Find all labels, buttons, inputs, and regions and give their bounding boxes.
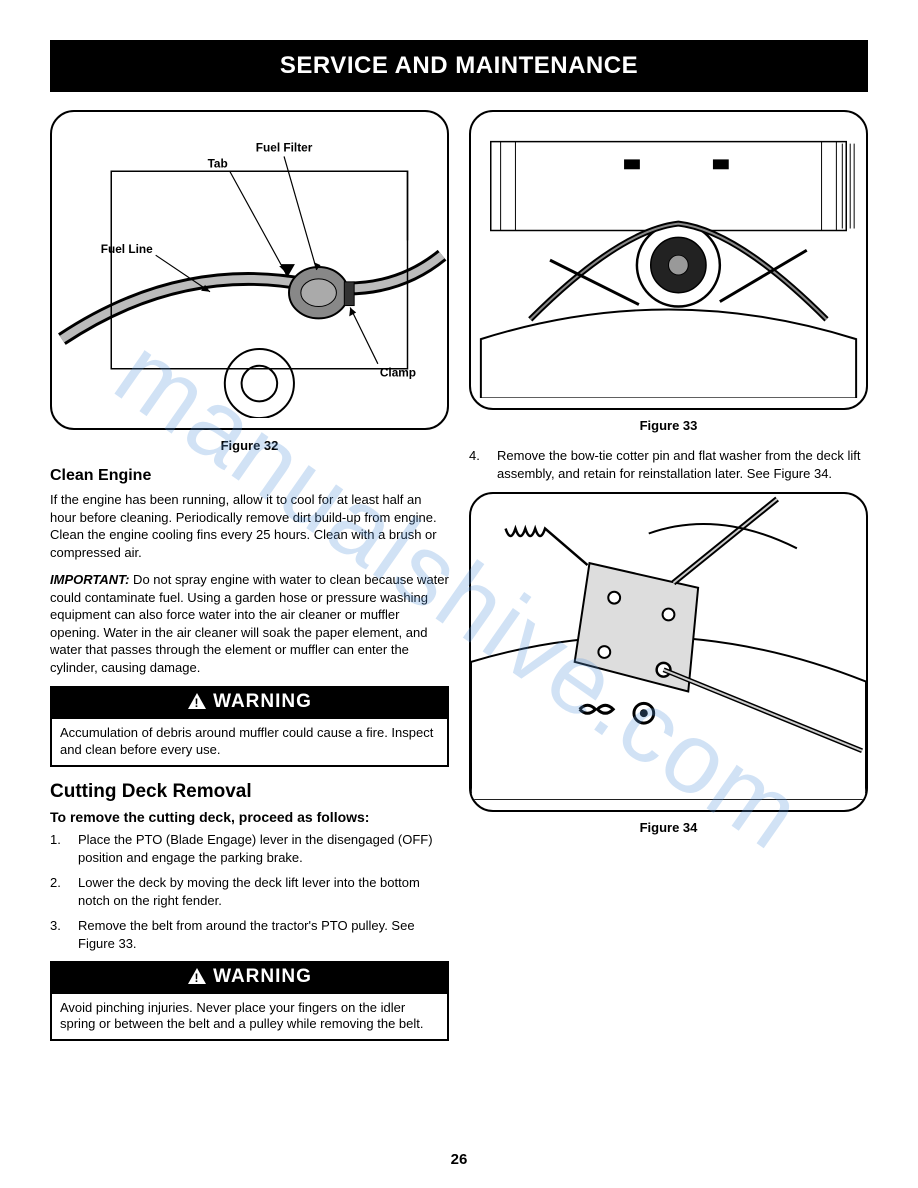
step-item: Place the PTO (Blade Engage) lever in th… (50, 831, 449, 866)
clean-engine-p1: If the engine has been running, allow it… (50, 491, 449, 561)
cutting-deck-heading: Cutting Deck Removal (50, 781, 449, 803)
warning-1-label: WARNING (213, 691, 312, 712)
label-fuel-filter: Fuel Filter (256, 141, 313, 155)
step-item: Lower the deck by moving the deck lift l… (50, 874, 449, 909)
warning-box-2: ! WARNING Avoid pinching injuries. Never… (50, 961, 449, 1042)
warning-triangle-icon: ! (187, 967, 207, 991)
warning-2-body: Avoid pinching injuries. Never place you… (52, 994, 447, 1040)
clean-engine-heading: Clean Engine (50, 467, 449, 485)
section-banner: SERVICE AND MAINTENANCE (50, 40, 868, 92)
cutting-deck-subheading: To remove the cutting deck, proceed as f… (50, 809, 449, 825)
warning-2-label: WARNING (213, 966, 312, 987)
right-column: Figure 33 4. Remove the bow-tie cotter p… (469, 110, 868, 1055)
svg-text:!: ! (195, 696, 200, 710)
step-item: Remove the belt from around the tractor'… (50, 917, 449, 952)
important-lead: IMPORTANT: (50, 572, 129, 587)
step-4-text: Remove the bow-tie cotter pin and flat w… (497, 447, 868, 482)
warning-1-body: Accumulation of debris around muffler co… (52, 719, 447, 765)
left-column: Fuel Filter Tab Fuel Line Clamp Figure 3… (50, 110, 449, 1055)
warning-triangle-icon: ! (187, 692, 207, 716)
figure-33-caption: Figure 33 (469, 418, 868, 433)
warning-1-head: ! WARNING (52, 688, 447, 719)
important-rest: Do not spray engine with water to clean … (50, 572, 449, 675)
figure-33 (469, 110, 868, 410)
warning-box-1: ! WARNING Accumulation of debris around … (50, 686, 449, 767)
warning-2-head: ! WARNING (52, 963, 447, 994)
figure-34-caption: Figure 34 (469, 820, 868, 835)
label-clamp: Clamp (380, 366, 416, 380)
label-tab: Tab (208, 156, 228, 170)
figure-32: Fuel Filter Tab Fuel Line Clamp (50, 110, 449, 430)
step-4: 4. Remove the bow-tie cotter pin and fla… (469, 447, 868, 482)
label-fuel-line: Fuel Line (101, 242, 153, 256)
figure-34 (469, 492, 868, 812)
steps-list: Place the PTO (Blade Engage) lever in th… (50, 831, 449, 952)
step-4-number: 4. (469, 447, 497, 482)
figure-32-caption: Figure 32 (50, 438, 449, 453)
page-number: 26 (0, 1151, 918, 1168)
important-paragraph: IMPORTANT: Do not spray engine with wate… (50, 571, 449, 676)
svg-text:!: ! (195, 971, 200, 985)
